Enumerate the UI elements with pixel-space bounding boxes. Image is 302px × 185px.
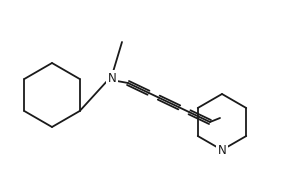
Text: N: N [108,71,116,85]
Text: N: N [218,144,226,157]
